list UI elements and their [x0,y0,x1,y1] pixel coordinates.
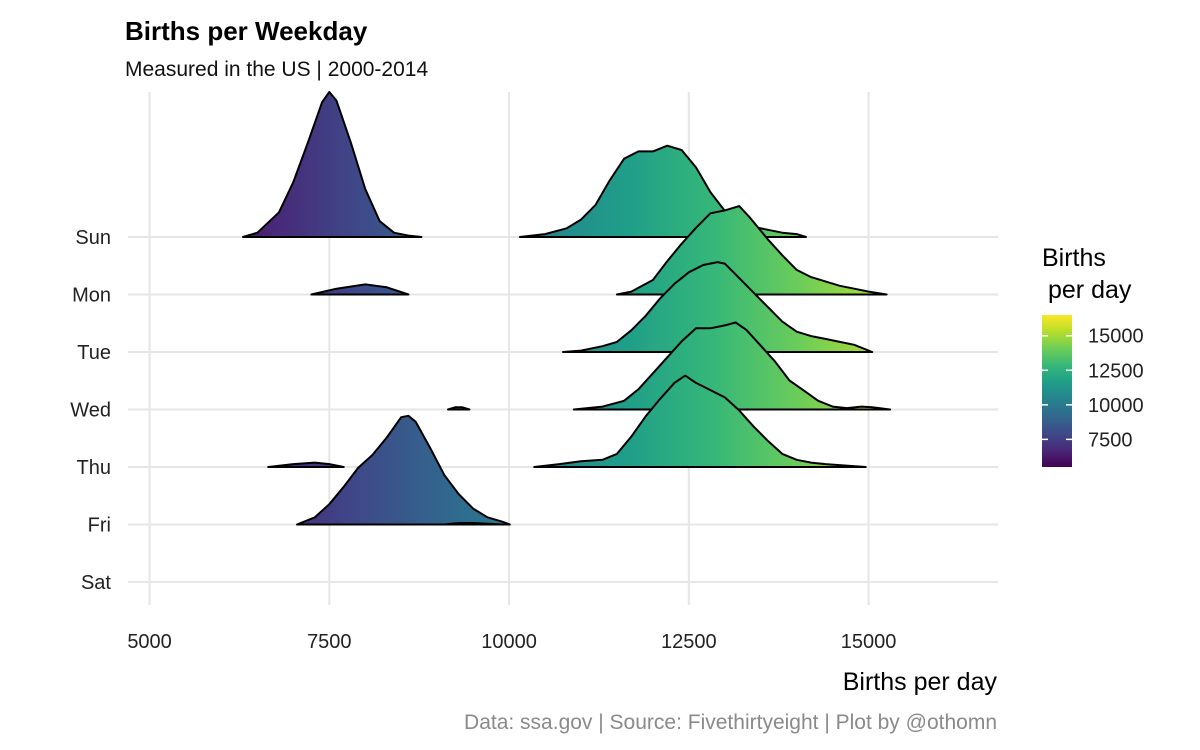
y-tick-sat: Sat [81,572,111,594]
ridge-sun-2 [518,144,807,238]
x-tick-12500: 12500 [661,631,717,653]
color-legend: Births per day 15000 12500 10000 7500 [1042,244,1144,467]
ridge-fri-2 [443,522,503,526]
ridge-tue-1 [562,261,874,353]
y-tick-mon: Mon [72,285,111,307]
legend-tick-15000: 15000 [1088,326,1144,348]
x-tick-10000: 10000 [481,631,537,653]
ridge-thu-1 [267,461,345,468]
chart-subtitle: Measured in the US | 2000-2014 [125,58,428,81]
legend-tick-10000: 10000 [1088,395,1144,417]
ridge-wed-1 [447,406,471,411]
y-tick-tue: Tue [77,342,111,364]
ridge-density-layer [242,91,892,526]
grid-lines [128,92,998,605]
x-tick-labels: 5000 7500 10000 12500 15000 [127,631,896,653]
x-axis-label: Births per day [843,668,998,696]
x-tick-15000: 15000 [841,631,897,653]
chart-title: Births per Weekday [125,16,368,46]
chart-caption: Data: ssa.gov | Source: Fivethirtyeight … [464,711,997,734]
legend-title-line1: Births [1042,244,1106,272]
ridge-wed-2 [572,321,892,411]
y-tick-sun: Sun [75,227,111,249]
y-tick-fri: Fri [88,515,111,537]
ridge-sun-1 [242,91,423,238]
ridge-fri-1 [296,414,511,526]
y-tick-labels: Sun Mon Tue Wed Thu Fri Sat [70,227,111,594]
legend-tick-7500: 7500 [1088,429,1133,451]
y-tick-wed: Wed [70,400,111,422]
y-tick-thu: Thu [77,457,111,479]
legend-colorbar [1042,315,1072,467]
legend-title-line2: per day [1048,276,1132,304]
ridge-thu-3 [533,374,867,468]
x-tick-7500: 7500 [307,631,352,653]
legend-ticks: 15000 12500 10000 7500 [1042,326,1144,451]
legend-tick-12500: 12500 [1088,360,1144,382]
x-tick-5000: 5000 [127,631,172,653]
ridge-mon-1 [310,283,410,296]
ridge-mon-2 [615,205,888,296]
